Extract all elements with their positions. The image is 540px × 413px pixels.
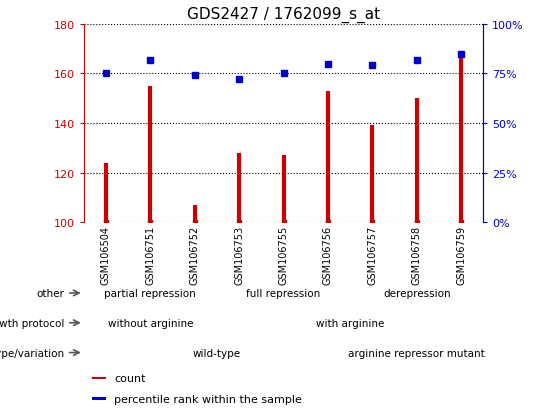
Text: GSM106751: GSM106751: [145, 225, 156, 285]
Text: GSM106758: GSM106758: [411, 225, 422, 285]
Bar: [92, 397, 106, 400]
Text: GSM106757: GSM106757: [367, 225, 377, 285]
Text: other: other: [37, 288, 64, 298]
Text: GSM106756: GSM106756: [323, 225, 333, 285]
Text: growth protocol: growth protocol: [0, 318, 64, 328]
Text: derepression: derepression: [383, 288, 450, 298]
Text: with arginine: with arginine: [316, 318, 384, 328]
Text: GSM106753: GSM106753: [234, 225, 244, 285]
Title: GDS2427 / 1762099_s_at: GDS2427 / 1762099_s_at: [187, 7, 380, 24]
Text: GSM106504: GSM106504: [101, 225, 111, 284]
Text: percentile rank within the sample: percentile rank within the sample: [114, 394, 302, 404]
Text: GSM106755: GSM106755: [279, 225, 288, 285]
Text: GSM106759: GSM106759: [456, 225, 466, 285]
Text: wild-type: wild-type: [193, 348, 241, 358]
Text: genotype/variation: genotype/variation: [0, 348, 64, 358]
Text: full repression: full repression: [246, 288, 321, 298]
Text: without arginine: without arginine: [107, 318, 193, 328]
Bar: [92, 377, 106, 379]
Text: count: count: [114, 373, 146, 383]
Text: partial repression: partial repression: [104, 288, 196, 298]
Text: GSM106752: GSM106752: [190, 225, 200, 285]
Text: arginine repressor mutant: arginine repressor mutant: [348, 348, 485, 358]
